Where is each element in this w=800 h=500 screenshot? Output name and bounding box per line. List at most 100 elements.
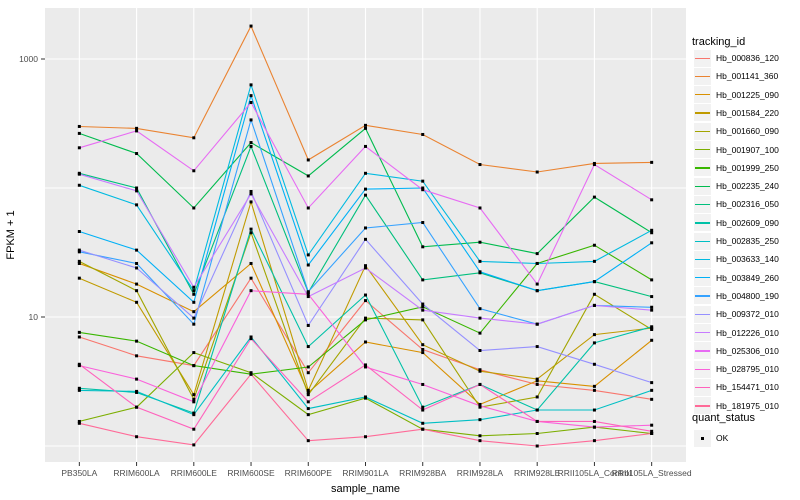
data-point[interactable] xyxy=(249,289,253,293)
legend-item-Hb_000836_120[interactable]: Hb_000836_120 xyxy=(694,49,779,67)
data-point[interactable] xyxy=(364,171,367,175)
data-point[interactable] xyxy=(135,129,139,133)
data-point[interactable] xyxy=(421,302,425,306)
data-point[interactable] xyxy=(421,188,425,192)
data-point[interactable] xyxy=(478,439,482,443)
data-point[interactable] xyxy=(364,144,367,148)
data-point[interactable] xyxy=(192,400,196,404)
data-point[interactable] xyxy=(306,292,310,296)
data-point[interactable] xyxy=(192,292,196,296)
data-point[interactable] xyxy=(306,390,310,394)
data-point[interactable] xyxy=(478,382,482,386)
data-point[interactable] xyxy=(364,318,367,322)
data-point[interactable] xyxy=(306,253,310,257)
data-point[interactable] xyxy=(592,333,596,337)
data-point[interactable] xyxy=(421,132,425,136)
data-point[interactable] xyxy=(478,206,482,210)
data-point[interactable] xyxy=(306,290,310,294)
data-point[interactable] xyxy=(478,348,482,352)
data-point[interactable] xyxy=(421,221,425,225)
legend-item-Hb_001907_100[interactable]: Hb_001907_100 xyxy=(694,141,779,159)
data-point[interactable] xyxy=(249,261,253,265)
data-point[interactable] xyxy=(421,421,425,425)
legend-item-Hb_002835_250[interactable]: Hb_002835_250 xyxy=(694,232,779,250)
data-point[interactable] xyxy=(364,316,367,320)
data-point[interactable] xyxy=(535,444,539,448)
data-point[interactable] xyxy=(135,289,139,293)
legend-item-Hb_004800_190[interactable]: Hb_004800_190 xyxy=(694,287,779,305)
legend-item-Hb_001999_250[interactable]: Hb_001999_250 xyxy=(694,159,779,177)
data-point[interactable] xyxy=(535,345,539,349)
data-point[interactable] xyxy=(421,427,425,431)
data-point[interactable] xyxy=(249,227,253,231)
data-point[interactable] xyxy=(535,382,539,386)
data-point[interactable] xyxy=(192,364,196,368)
data-point[interactable] xyxy=(77,386,81,390)
data-point[interactable] xyxy=(421,179,425,183)
data-point[interactable] xyxy=(650,381,654,385)
data-point[interactable] xyxy=(249,101,253,105)
data-point[interactable] xyxy=(77,248,81,252)
legend-item-Hb_002609_090[interactable]: Hb_002609_090 xyxy=(694,214,779,232)
legend-item-Hb_001660_090[interactable]: Hb_001660_090 xyxy=(694,122,779,140)
data-point[interactable] xyxy=(249,337,253,341)
legend-item-Hb_154471_010[interactable]: Hb_154471_010 xyxy=(694,378,779,396)
data-point[interactable] xyxy=(478,316,482,320)
data-point[interactable] xyxy=(249,94,253,98)
data-point[interactable] xyxy=(478,270,482,274)
data-point[interactable] xyxy=(306,413,310,417)
data-point[interactable] xyxy=(135,248,139,252)
data-point[interactable] xyxy=(77,230,81,234)
data-point[interactable] xyxy=(478,307,482,311)
data-point[interactable] xyxy=(592,280,596,284)
legend-item-Hb_012226_010[interactable]: Hb_012226_010 xyxy=(694,324,779,342)
data-point[interactable] xyxy=(478,404,482,408)
data-point[interactable] xyxy=(592,195,596,199)
data-point[interactable] xyxy=(535,395,539,399)
data-point[interactable] xyxy=(592,163,596,167)
data-point[interactable] xyxy=(249,83,253,87)
data-point[interactable] xyxy=(135,261,139,265)
data-point[interactable] xyxy=(306,174,310,178)
data-point[interactable] xyxy=(421,351,425,355)
legend-item-Hb_002316_050[interactable]: Hb_002316_050 xyxy=(694,195,779,213)
data-point[interactable] xyxy=(135,282,139,286)
data-point[interactable] xyxy=(421,245,425,249)
legend-item-Hb_001225_090[interactable]: Hb_001225_090 xyxy=(694,86,779,104)
data-point[interactable] xyxy=(192,322,196,326)
data-point[interactable] xyxy=(421,408,425,412)
data-point[interactable] xyxy=(306,365,310,369)
data-point[interactable] xyxy=(364,363,367,367)
legend-item-Hb_002235_240[interactable]: Hb_002235_240 xyxy=(694,177,779,195)
data-point[interactable] xyxy=(249,335,253,339)
data-point[interactable] xyxy=(535,377,539,381)
data-point[interactable] xyxy=(650,328,654,332)
data-point[interactable] xyxy=(77,419,81,423)
data-point[interactable] xyxy=(592,384,596,388)
data-point[interactable] xyxy=(535,322,539,326)
data-point[interactable] xyxy=(650,231,654,235)
data-point[interactable] xyxy=(135,186,139,190)
data-point[interactable] xyxy=(650,198,654,202)
data-point[interactable] xyxy=(306,393,310,397)
data-point[interactable] xyxy=(535,289,539,293)
data-point[interactable] xyxy=(249,189,253,193)
data-point[interactable] xyxy=(135,354,139,358)
data-point[interactable] xyxy=(650,325,654,329)
data-point[interactable] xyxy=(306,407,310,411)
legend-item-Hb_001584_220[interactable]: Hb_001584_220 xyxy=(694,104,779,122)
data-point[interactable] xyxy=(592,303,596,307)
data-point[interactable] xyxy=(650,338,654,342)
legend-item-Hb_181975_010[interactable]: Hb_181975_010 xyxy=(694,397,779,415)
data-point[interactable] xyxy=(306,400,310,404)
data-point[interactable] xyxy=(135,300,139,304)
data-point[interactable] xyxy=(478,434,482,438)
data-point[interactable] xyxy=(592,419,596,423)
data-point[interactable] xyxy=(192,310,196,314)
data-point[interactable] xyxy=(192,300,196,304)
legend-item-Hb_009372_010[interactable]: Hb_009372_010 xyxy=(694,305,779,323)
data-point[interactable] xyxy=(192,206,196,210)
data-point[interactable] xyxy=(249,118,253,122)
data-point[interactable] xyxy=(135,266,139,270)
data-point[interactable] xyxy=(535,408,539,412)
